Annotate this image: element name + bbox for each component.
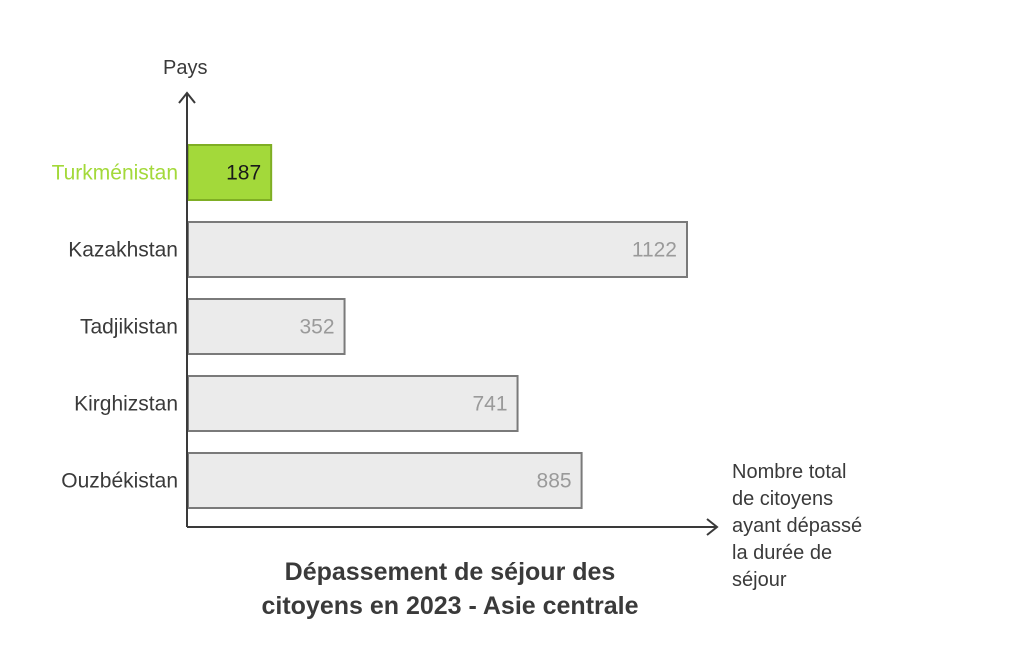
value-label: 352 <box>300 316 335 339</box>
chart-title-line: Dépassement de séjour des <box>284 558 616 586</box>
value-label: 885 <box>537 470 572 493</box>
bar-kirghizstan <box>187 375 519 432</box>
category-label: Kazakhstan <box>68 239 178 262</box>
bar-tadjikistan <box>187 298 346 355</box>
x-axis-label-line: la durée de <box>732 542 833 564</box>
y-axis-arrow-icon <box>178 91 196 104</box>
category-label: Tadjikistan <box>80 316 178 339</box>
bars-group: 187 Turkménistan 1122 Kazakhstan 352 Tadjikis… <box>52 144 688 509</box>
category-label: Kirghizstan <box>74 393 178 416</box>
x-axis-label: Nombre total de citoyens ayant dépassé l… <box>732 459 932 594</box>
x-axis-label-line: ayant dépassé <box>732 515 863 537</box>
x-axis-label-line: Nombre total <box>732 461 847 483</box>
y-axis-label: Pays <box>163 57 208 79</box>
value-label: 187 <box>226 162 261 185</box>
value-label: 741 <box>473 393 508 416</box>
chart-title: Dépassement de séjour des citoyens en 20… <box>200 555 700 623</box>
x-axis-label-line: séjour <box>732 569 787 591</box>
x-axis-label-line: de citoyens <box>732 488 834 510</box>
category-label: Turkménistan <box>52 162 178 185</box>
x-axis-arrow-icon <box>706 518 719 536</box>
bar-kazakhstan <box>187 221 688 278</box>
bar-ouzbékistan <box>187 452 583 509</box>
chart-title-line: citoyens en 2023 - Asie centrale <box>261 592 639 620</box>
value-label: 1122 <box>632 239 677 262</box>
category-label: Ouzbékistan <box>61 470 178 493</box>
